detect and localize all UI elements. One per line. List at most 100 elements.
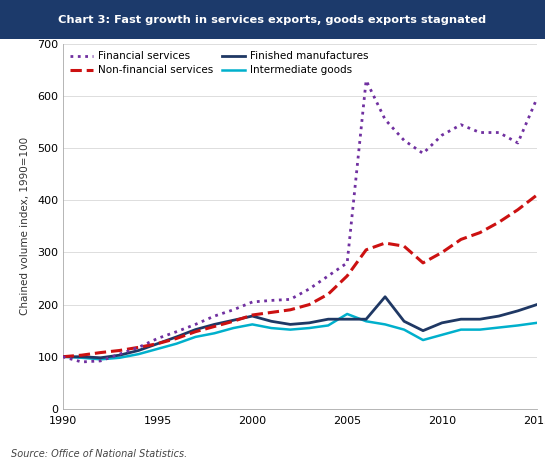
- Financial services: [78, 359, 85, 365]
- Non-financial services: [192, 329, 199, 334]
- Intermediate goods: [230, 325, 237, 331]
- Finished manufactures: [325, 316, 331, 322]
- Intermediate goods: [325, 322, 331, 328]
- Intermediate goods: [534, 320, 540, 326]
- Finished manufactures: [192, 327, 199, 332]
- Non-financial services: [173, 336, 180, 341]
- Finished manufactures: [344, 316, 350, 322]
- Financial services: [514, 140, 521, 146]
- Non-financial services: [477, 230, 483, 236]
- Intermediate goods: [78, 355, 85, 360]
- Finished manufactures: [230, 317, 237, 323]
- Finished manufactures: [514, 308, 521, 314]
- Financial services: [306, 286, 312, 292]
- Finished manufactures: [287, 322, 294, 327]
- Finished manufactures: [116, 353, 123, 358]
- Intermediate goods: [268, 325, 275, 331]
- Finished manufactures: [78, 354, 85, 359]
- Non-financial services: [249, 312, 256, 318]
- Non-financial services: [116, 348, 123, 353]
- Non-financial services: [306, 302, 312, 307]
- Finished manufactures: [477, 316, 483, 322]
- Financial services: [477, 130, 483, 135]
- Non-financial services: [154, 341, 161, 346]
- Intermediate goods: [249, 322, 256, 327]
- Line: Intermediate goods: Intermediate goods: [63, 314, 537, 359]
- Intermediate goods: [59, 354, 66, 359]
- Financial services: [116, 351, 123, 357]
- Text: Source: Office of National Statistics.: Source: Office of National Statistics.: [11, 450, 187, 459]
- Non-financial services: [363, 247, 370, 253]
- Finished manufactures: [59, 354, 66, 359]
- Intermediate goods: [458, 327, 464, 332]
- Finished manufactures: [98, 355, 104, 360]
- Intermediate goods: [116, 355, 123, 360]
- Non-financial services: [344, 273, 350, 279]
- Intermediate goods: [514, 322, 521, 328]
- Financial services: [192, 322, 199, 327]
- Intermediate goods: [154, 346, 161, 352]
- Intermediate goods: [420, 337, 426, 343]
- Intermediate goods: [287, 327, 294, 332]
- Financial services: [401, 138, 407, 143]
- Financial services: [458, 122, 464, 128]
- Non-financial services: [98, 350, 104, 355]
- Financial services: [439, 132, 445, 138]
- Financial services: [344, 260, 350, 266]
- Financial services: [325, 273, 331, 279]
- Financial services: [211, 313, 217, 319]
- Non-financial services: [59, 354, 66, 359]
- Finished manufactures: [534, 302, 540, 307]
- Intermediate goods: [363, 318, 370, 324]
- Intermediate goods: [135, 351, 142, 357]
- Legend: Financial services, Non-financial services, Finished manufactures, Intermediate : Financial services, Non-financial servic…: [68, 49, 371, 78]
- Financial services: [135, 345, 142, 350]
- Financial services: [249, 299, 256, 305]
- Non-financial services: [420, 260, 426, 266]
- Finished manufactures: [154, 341, 161, 346]
- Finished manufactures: [363, 316, 370, 322]
- Financial services: [363, 78, 370, 83]
- Non-financial services: [439, 249, 445, 255]
- Intermediate goods: [495, 325, 502, 330]
- Intermediate goods: [211, 330, 217, 336]
- Non-financial services: [135, 345, 142, 350]
- Finished manufactures: [458, 316, 464, 322]
- Non-financial services: [382, 240, 389, 246]
- Non-financial services: [268, 310, 275, 315]
- Intermediate goods: [344, 311, 350, 317]
- Finished manufactures: [249, 313, 256, 319]
- Financial services: [230, 307, 237, 313]
- Intermediate goods: [439, 332, 445, 338]
- Financial services: [420, 151, 426, 156]
- Financial services: [173, 329, 180, 334]
- Non-financial services: [78, 353, 85, 358]
- Finished manufactures: [401, 318, 407, 324]
- Finished manufactures: [306, 320, 312, 326]
- Y-axis label: Chained volume index, 1990=100: Chained volume index, 1990=100: [21, 137, 31, 316]
- Financial services: [495, 130, 502, 135]
- Financial services: [154, 336, 161, 341]
- Non-financial services: [211, 324, 217, 329]
- Non-financial services: [534, 192, 540, 198]
- Non-financial services: [287, 307, 294, 313]
- Line: Finished manufactures: Finished manufactures: [63, 297, 537, 358]
- Non-financial services: [401, 243, 407, 249]
- Line: Financial services: Financial services: [63, 80, 537, 362]
- Non-financial services: [495, 219, 502, 225]
- Intermediate goods: [192, 334, 199, 340]
- Intermediate goods: [382, 322, 389, 327]
- Finished manufactures: [495, 313, 502, 319]
- Finished manufactures: [382, 294, 389, 299]
- Financial services: [534, 96, 540, 102]
- Financial services: [287, 297, 294, 302]
- Financial services: [268, 298, 275, 303]
- Financial services: [98, 358, 104, 364]
- Intermediate goods: [306, 325, 312, 331]
- Line: Non-financial services: Non-financial services: [63, 195, 537, 357]
- Non-financial services: [230, 318, 237, 324]
- Intermediate goods: [477, 327, 483, 332]
- Intermediate goods: [173, 341, 180, 346]
- Finished manufactures: [211, 322, 217, 327]
- Non-financial services: [325, 292, 331, 297]
